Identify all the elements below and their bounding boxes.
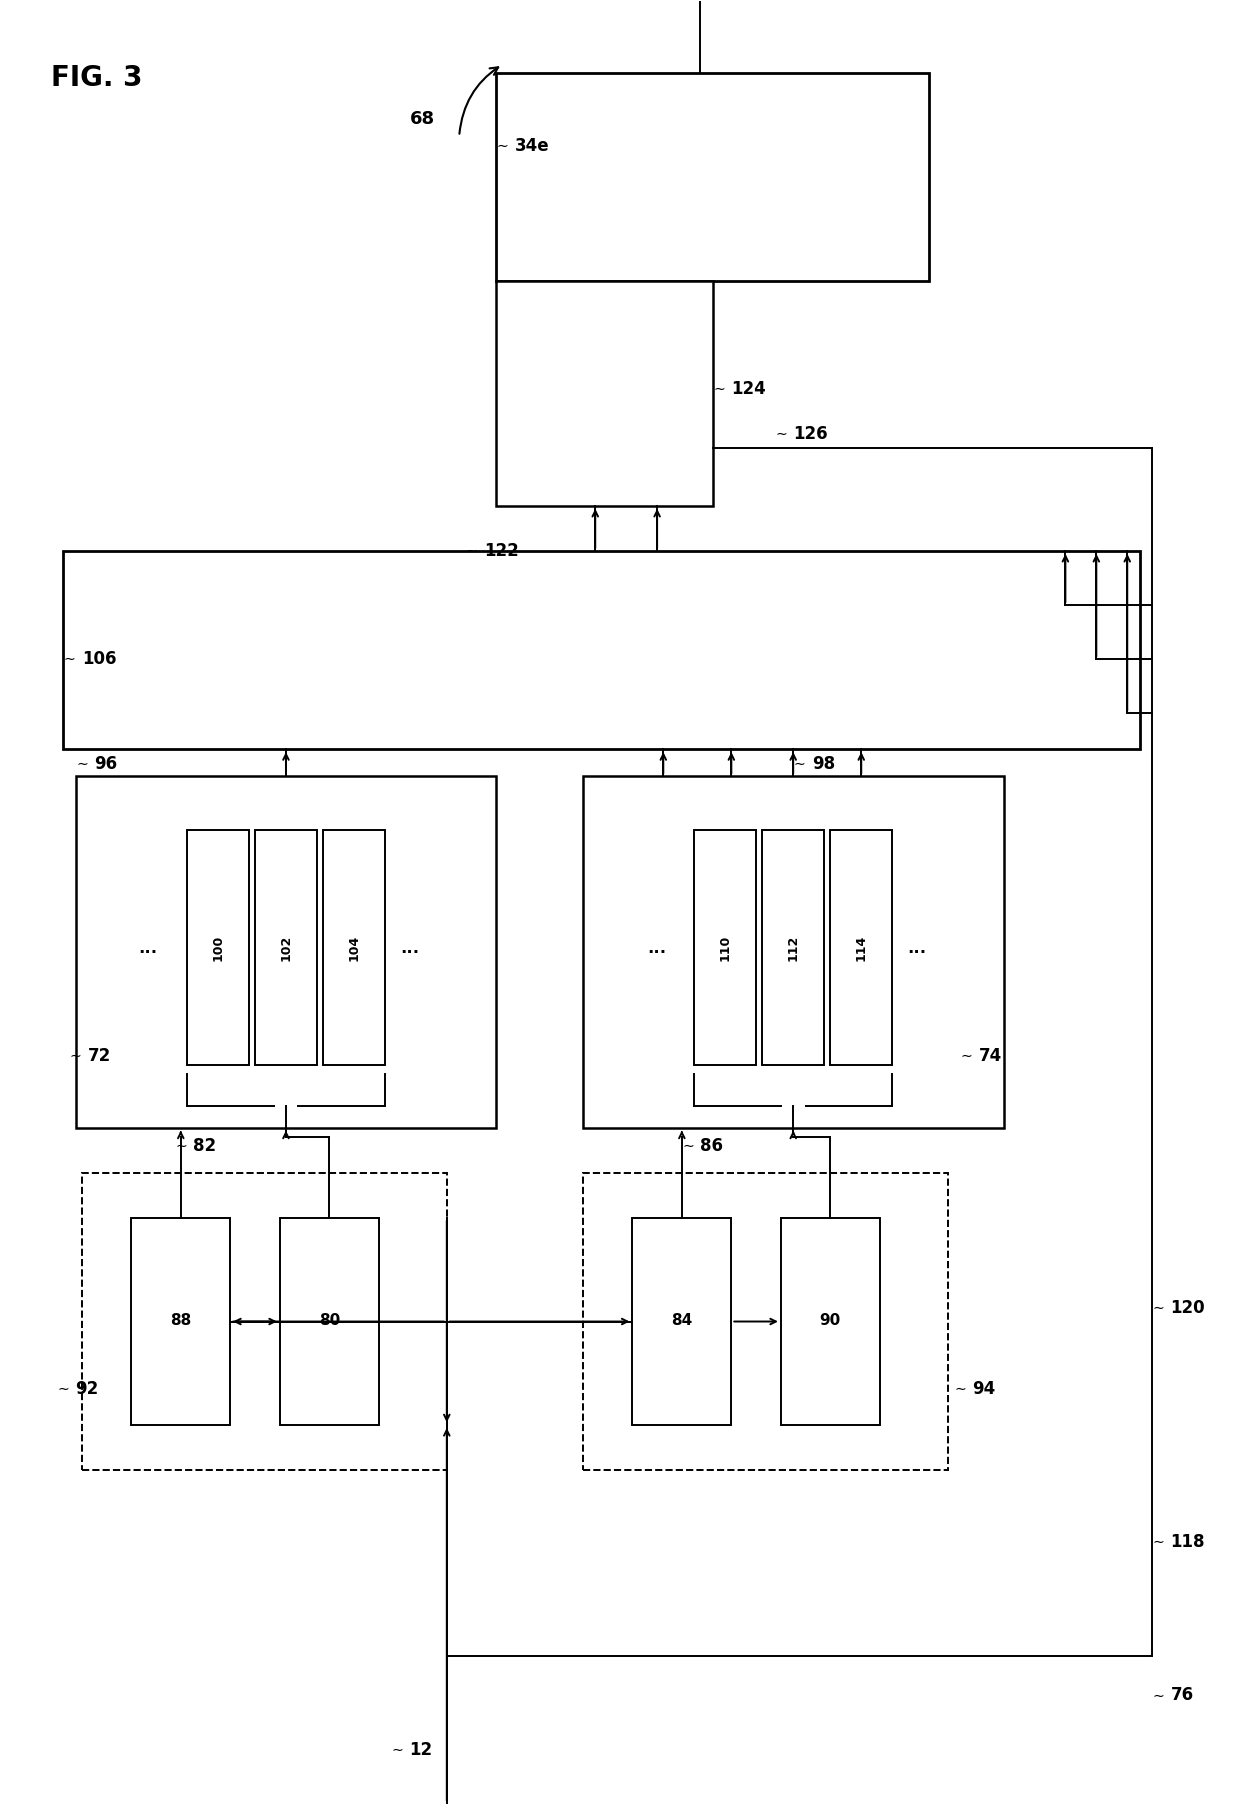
Text: 124: 124 (732, 379, 766, 397)
Text: ∼: ∼ (63, 652, 76, 666)
Text: ∼: ∼ (1152, 1301, 1164, 1316)
Text: ∼: ∼ (76, 756, 88, 771)
Bar (131, 1218, 231, 1426)
Text: ∼: ∼ (775, 428, 787, 440)
Bar (831, 830, 893, 1065)
Text: ...: ... (138, 939, 157, 957)
Bar (632, 1218, 732, 1426)
Bar (63, 551, 1140, 749)
Text: 104: 104 (347, 935, 361, 960)
Text: 82: 82 (193, 1137, 216, 1155)
Text: 110: 110 (719, 935, 732, 960)
Text: ...: ... (908, 939, 926, 957)
FancyArrowPatch shape (459, 67, 498, 134)
Bar (583, 776, 1003, 1128)
Bar (82, 1173, 446, 1471)
Bar (583, 1173, 947, 1471)
Bar (763, 830, 825, 1065)
Bar (781, 1218, 880, 1426)
Text: ∼: ∼ (57, 1383, 69, 1395)
Text: ∼: ∼ (69, 1049, 82, 1063)
Text: 96: 96 (94, 754, 118, 773)
Text: 68: 68 (409, 110, 435, 128)
Text: 74: 74 (978, 1047, 1002, 1065)
Text: 126: 126 (794, 424, 828, 442)
Bar (255, 830, 317, 1065)
Bar (187, 830, 249, 1065)
Text: 80: 80 (319, 1312, 340, 1328)
Text: 118: 118 (1171, 1532, 1205, 1550)
Text: ∼: ∼ (713, 383, 725, 395)
Bar (694, 830, 756, 1065)
Text: 84: 84 (671, 1312, 692, 1328)
Text: 114: 114 (854, 935, 868, 960)
Text: 86: 86 (701, 1137, 723, 1155)
Text: 120: 120 (1171, 1300, 1205, 1318)
Text: 76: 76 (1171, 1686, 1194, 1704)
Text: ∼: ∼ (1152, 1688, 1164, 1702)
Bar (76, 776, 496, 1128)
Text: 122: 122 (484, 542, 518, 560)
Text: FIG. 3: FIG. 3 (51, 65, 143, 92)
Text: 100: 100 (211, 935, 224, 960)
Text: ∼: ∼ (794, 756, 806, 771)
Bar (324, 830, 384, 1065)
Text: 90: 90 (820, 1312, 841, 1328)
Text: ∼: ∼ (466, 543, 477, 558)
Text: ...: ... (647, 939, 667, 957)
Text: ∼: ∼ (1152, 1536, 1164, 1549)
Text: 112: 112 (786, 935, 800, 960)
Text: ∼: ∼ (497, 139, 508, 153)
Text: 34e: 34e (515, 137, 549, 155)
Text: 94: 94 (972, 1381, 996, 1399)
Text: 88: 88 (170, 1312, 191, 1328)
Text: 72: 72 (88, 1047, 112, 1065)
Bar (496, 282, 713, 505)
Text: ∼: ∼ (392, 1742, 403, 1756)
Text: 98: 98 (812, 754, 835, 773)
Text: ∼: ∼ (955, 1383, 966, 1395)
Text: 92: 92 (76, 1381, 99, 1399)
Text: 12: 12 (409, 1740, 433, 1758)
Bar (280, 1218, 378, 1426)
Text: 106: 106 (82, 650, 117, 668)
Text: ∼: ∼ (961, 1049, 972, 1063)
Text: 102: 102 (279, 935, 293, 960)
Text: ...: ... (401, 939, 419, 957)
Text: ∼: ∼ (175, 1139, 187, 1153)
Bar (496, 74, 929, 282)
Text: ∼: ∼ (682, 1139, 694, 1153)
